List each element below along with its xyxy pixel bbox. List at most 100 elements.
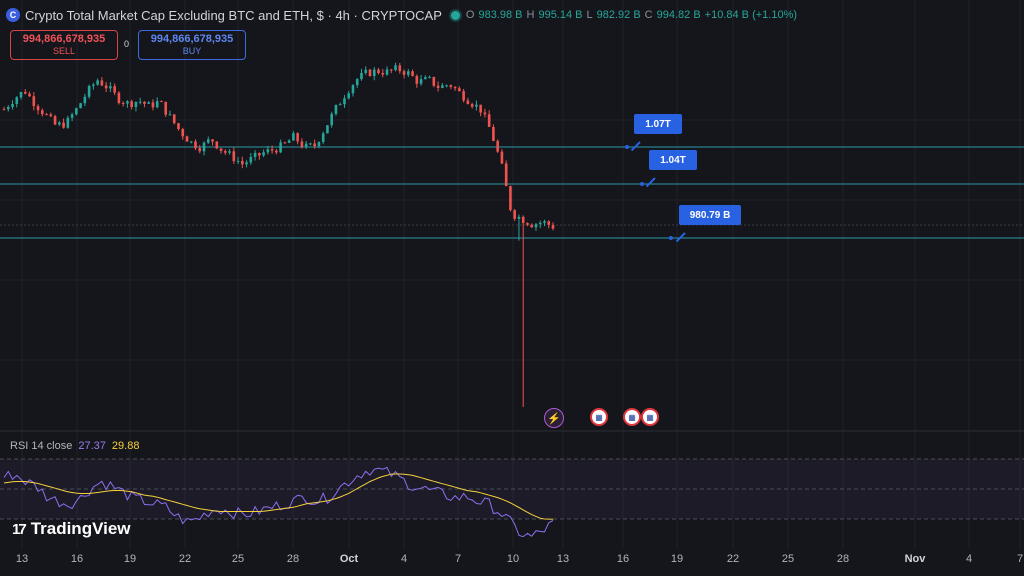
us-flag-icon[interactable]: ▦ bbox=[590, 408, 608, 426]
lightning-icon[interactable]: ⚡ bbox=[544, 408, 564, 428]
time-tick-label: 28 bbox=[286, 553, 300, 565]
tradingview-mark-icon: 17 bbox=[12, 520, 27, 538]
candle-body bbox=[530, 224, 534, 228]
flag-glyph: ▦ bbox=[646, 412, 654, 422]
candle-body bbox=[355, 79, 359, 86]
open-value: 983.98 B bbox=[478, 9, 523, 21]
rsi-pane bbox=[0, 458, 1024, 538]
candle-body bbox=[534, 224, 538, 228]
candle-body bbox=[15, 97, 19, 104]
cryptocap-logo-icon: C bbox=[6, 8, 20, 22]
brand-name: TradingView bbox=[30, 519, 131, 538]
candle-body bbox=[487, 114, 491, 127]
candle-body bbox=[526, 223, 529, 225]
candle-body bbox=[236, 160, 240, 162]
candle-body bbox=[334, 104, 338, 114]
candle-body bbox=[466, 100, 470, 105]
candle-body bbox=[138, 101, 142, 103]
candle-body bbox=[462, 91, 465, 101]
candle-body bbox=[292, 133, 295, 141]
close-value: 994.82 B bbox=[656, 9, 701, 21]
open-label: O bbox=[465, 9, 475, 21]
candle-body bbox=[270, 149, 274, 151]
candle-body bbox=[164, 101, 168, 115]
low-label: L bbox=[586, 9, 593, 21]
candle-body bbox=[313, 143, 316, 147]
candle-body bbox=[504, 163, 508, 187]
candle-body bbox=[398, 65, 402, 72]
level-label-3[interactable]: 980.79 B bbox=[679, 205, 741, 225]
chart-grid bbox=[0, 0, 1024, 548]
candle-body bbox=[296, 133, 299, 142]
candle-body bbox=[287, 140, 291, 143]
time-axis[interactable]: 13 16 19 22 25 28 Oct 4 7 10 13 16 19 22 25 28 Nov 4 7 bbox=[0, 553, 1024, 571]
time-tick-label: 16 bbox=[70, 553, 84, 565]
candle-body bbox=[228, 151, 231, 153]
candle-body bbox=[419, 79, 423, 84]
candle-body bbox=[445, 85, 448, 87]
level-label-1[interactable]: 1.07T bbox=[634, 114, 682, 134]
candle-body bbox=[121, 102, 125, 104]
candle-body bbox=[453, 86, 457, 89]
candle-body bbox=[130, 101, 133, 108]
candle-body bbox=[219, 148, 223, 151]
candle-body bbox=[330, 113, 333, 126]
low-value: 982.92 B bbox=[596, 9, 641, 21]
flag-glyph: ▦ bbox=[628, 412, 636, 422]
rsi-legend[interactable]: RSI 14 close 27.37 29.88 bbox=[10, 440, 139, 452]
candle-body bbox=[41, 110, 44, 115]
chart-header: C Crypto Total Market Cap Excluding BTC … bbox=[6, 6, 797, 24]
candle-body bbox=[109, 86, 112, 89]
level-anchor bbox=[669, 236, 673, 240]
symbol-title[interactable]: Crypto Total Market Cap Excluding BTC an… bbox=[25, 7, 442, 23]
level-label-2[interactable]: 1.04T bbox=[649, 150, 697, 170]
candle-body bbox=[11, 103, 14, 108]
candle-body bbox=[262, 152, 265, 156]
market-status-dot bbox=[450, 10, 460, 20]
candle-body bbox=[6, 107, 10, 110]
sell-label: SELL bbox=[52, 46, 76, 56]
candle-body bbox=[364, 69, 368, 73]
candle-body bbox=[245, 162, 248, 165]
us-flag-icon[interactable]: ▦ bbox=[623, 408, 641, 426]
candle-body bbox=[211, 139, 214, 142]
candle-body bbox=[521, 216, 525, 224]
candle-body bbox=[407, 71, 410, 75]
candle-body bbox=[470, 104, 474, 107]
us-flag-icon[interactable]: ▦ bbox=[641, 408, 659, 426]
candle-body bbox=[83, 96, 87, 104]
candle-body bbox=[394, 65, 397, 71]
flag-glyph: ▦ bbox=[595, 412, 603, 422]
time-tick-label: Oct bbox=[339, 553, 359, 565]
candle-body bbox=[543, 221, 546, 223]
candle-body bbox=[36, 106, 40, 111]
candle-body bbox=[147, 102, 150, 104]
time-tick-label: 10 bbox=[506, 553, 520, 565]
candle-body bbox=[266, 149, 270, 153]
sell-button[interactable]: 994,866,678,935 SELL bbox=[10, 30, 118, 60]
candle-body bbox=[385, 69, 389, 75]
candle-body bbox=[547, 221, 551, 225]
candle-body bbox=[360, 72, 363, 80]
candle-body bbox=[402, 71, 406, 75]
candle-body bbox=[347, 93, 351, 99]
candle-body bbox=[372, 69, 376, 77]
time-tick-label: 22 bbox=[178, 553, 192, 565]
time-tick-label: 19 bbox=[670, 553, 684, 565]
buy-label: BUY bbox=[182, 46, 202, 56]
candle-body bbox=[241, 160, 244, 165]
candle-body bbox=[66, 117, 70, 128]
tradingview-logo[interactable]: 17 TradingView bbox=[12, 519, 131, 539]
buy-button[interactable]: 994,866,678,935 BUY bbox=[138, 30, 246, 60]
candle-body bbox=[75, 108, 78, 115]
close-label: C bbox=[644, 9, 653, 21]
candle-body bbox=[368, 69, 372, 77]
candle-body bbox=[168, 114, 172, 116]
candle-body bbox=[411, 71, 414, 77]
time-tick-label: 13 bbox=[556, 553, 570, 565]
candle-body bbox=[496, 140, 499, 152]
candle-body bbox=[258, 152, 261, 156]
level-anchor bbox=[625, 145, 629, 149]
lightning-glyph: ⚡ bbox=[547, 412, 561, 425]
